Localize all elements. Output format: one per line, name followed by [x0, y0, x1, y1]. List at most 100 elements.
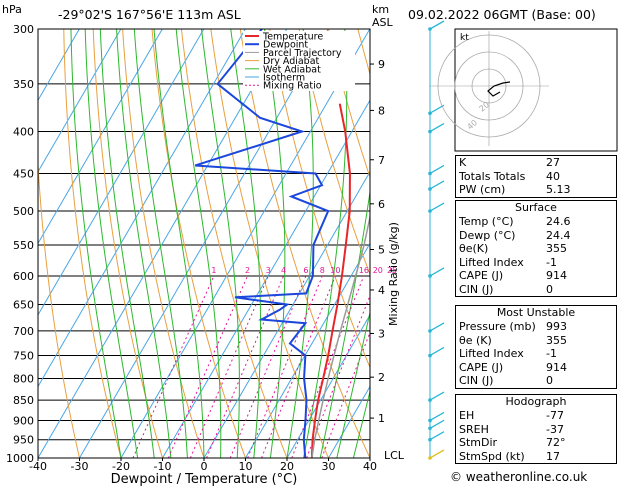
hodo-row: StmSpd (kt) 17: [459, 449, 560, 463]
temp-tick-label: -30: [71, 460, 89, 473]
wind-barb: [429, 104, 445, 114]
mixing-ratio-tick-label: 8: [320, 266, 325, 275]
dry-adiabat-line: [122, 29, 205, 458]
temperature-line: [310, 103, 351, 458]
wet-adiabat-line: [70, 29, 122, 458]
mixing-ratio-tick-label: 6: [303, 266, 308, 275]
wind-barb: [429, 322, 445, 332]
legend-entry: Wet Adiabat: [263, 64, 321, 75]
legend-box: [243, 31, 355, 91]
dry-adiabat-line: [63, 29, 122, 458]
wind-barb-dot: [428, 129, 432, 134]
wind-barb-dot: [428, 398, 432, 402]
wet-adiabat-line: [116, 29, 172, 458]
mixing-ratio-line: [189, 275, 269, 458]
wet-adiabat-line: [286, 29, 314, 458]
wind-barb-dot: [428, 456, 432, 460]
mu-row: Lifted Index -1: [459, 347, 557, 360]
km-tick-label: 2: [378, 371, 385, 384]
wet-adiabat-line: [230, 29, 262, 458]
wet-adiabat-line: [352, 389, 370, 458]
mixing-ratio-line: [167, 275, 248, 458]
km-unit-label: km: [372, 3, 390, 16]
wet-adiabat-line: [153, 29, 205, 458]
mixing-ratio-line: [229, 275, 307, 458]
mixing-ratio-line: [206, 275, 285, 458]
surface-row: Temp (°C) 24.6: [459, 215, 571, 228]
mixing-ratio-line: [321, 331, 370, 458]
temp-tick-label: 40: [363, 460, 377, 473]
mixing-ratio-line: [132, 275, 215, 458]
pressure-tick-label: 950: [13, 434, 34, 447]
mixing-ratio-line: [247, 275, 323, 458]
pressure-tick-label: 850: [13, 394, 34, 407]
wind-barb: [429, 411, 445, 422]
mixing-ratio-tick-label: 16: [359, 266, 369, 275]
km-tick-label: 4: [378, 284, 385, 297]
isotherm-line: [286, 313, 370, 458]
index-tt-row: Totals Totals 40: [459, 169, 560, 183]
isotherm-line: [38, 29, 122, 173]
wet-adiabat-line: [319, 188, 370, 458]
isotherm-line: [38, 29, 246, 388]
mixing-ratio-line: [261, 275, 336, 458]
wind-barb-dot: [428, 418, 432, 423]
wind-barb-dot: [428, 111, 432, 116]
pressure-tick-label: 700: [13, 325, 34, 338]
hodo-row: EH -77: [459, 409, 564, 422]
wet-adiabat-line: [99, 29, 155, 458]
pressure-tick-label: 650: [13, 299, 34, 312]
legend-entry: Isotherm: [263, 73, 305, 84]
isotherm-line: [38, 29, 80, 102]
indices-panel: K 27 Totals Totals 40 PW (cm) 5.13: [455, 155, 617, 198]
x-axis-label: Dewpoint / Temperature (°C): [111, 472, 298, 486]
pressure-tick-label: 600: [13, 270, 34, 283]
dry-adiabat-line: [180, 29, 288, 458]
dry-adiabat-line: [327, 29, 370, 179]
mixing-ratio-tick-label: 20: [373, 266, 383, 275]
mixing-ratio-tick-label: 1: [211, 266, 216, 275]
km-tick-label: 9: [378, 58, 385, 71]
surface-row: Lifted Index -1: [459, 255, 557, 269]
wind-barb: [429, 267, 445, 277]
dry-adiabat-line: [623, 29, 629, 458]
hodograph-table-panel: Hodograph EH -77 SREH -37 StmDir 72° StmSpd…: [455, 394, 617, 464]
surface-row: θe(K) 355: [459, 242, 567, 255]
lcl-label: LCL: [384, 449, 405, 462]
wet-adiabat-line: [264, 29, 286, 458]
dewpoint-line: [194, 29, 330, 458]
dry-adiabat-line: [38, 156, 80, 458]
hodo-row: StmDir 72°: [459, 436, 566, 449]
mixing-ratio-axis-label: Mixing Ratio (g/kg): [387, 222, 400, 326]
isotherm-line: [203, 170, 370, 458]
temp-tick-label: 10: [239, 460, 253, 473]
surface-panel: Surface Temp (°C) 24.6 Dewp (°C) 24.4 θe(K…: [455, 200, 617, 297]
index-k-row: K 27: [459, 156, 560, 169]
wind-barb: [429, 419, 445, 429]
pressure-tick-label: 450: [13, 167, 34, 180]
wind-barb-dot: [428, 27, 432, 31]
wind-barb: [429, 164, 445, 175]
dry-adiabat-line: [298, 29, 370, 276]
index-pw-row: PW (cm) 5.13: [459, 183, 571, 196]
hodograph-table-title: Hodograph: [505, 395, 567, 408]
wind-barb: [429, 180, 445, 190]
surface-row: Dewp (°C) 24.4: [459, 228, 571, 242]
legend-entry: Dry Adiabat: [263, 56, 320, 67]
wind-barb-dot: [428, 353, 432, 358]
mu-row: CAPE (J) 914: [459, 360, 567, 374]
temp-tick-label: -20: [112, 460, 130, 473]
wind-barb: [429, 20, 445, 30]
temp-tick-label: -40: [29, 460, 47, 473]
wind-barb: [429, 202, 445, 212]
mixing-ratio-tick-label: 3: [266, 266, 271, 275]
dry-adiabat-line: [269, 29, 370, 369]
temp-tick-label: 30: [322, 460, 336, 473]
temp-tick-label: 0: [201, 460, 208, 473]
legend-entry: Temperature: [262, 32, 323, 43]
mu-row: Pressure (mb) 993: [459, 320, 567, 333]
wet-adiabat-line: [84, 29, 139, 458]
plot-area: [38, 29, 629, 458]
wet-adiabat-line: [133, 29, 188, 458]
